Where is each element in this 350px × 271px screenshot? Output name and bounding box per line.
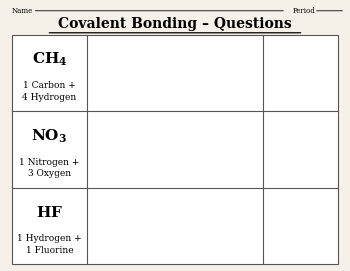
Text: Name: Name	[12, 7, 33, 15]
FancyBboxPatch shape	[12, 35, 338, 264]
Text: Covalent Bonding – Questions: Covalent Bonding – Questions	[58, 17, 292, 31]
Text: 1 Carbon +
4 Hydrogen: 1 Carbon + 4 Hydrogen	[22, 81, 76, 102]
Text: 1 Hydrogen +
1 Fluorine: 1 Hydrogen + 1 Fluorine	[17, 234, 82, 255]
Text: $\mathregular{NO_3}$: $\mathregular{NO_3}$	[31, 127, 68, 145]
Text: Period: Period	[293, 7, 316, 15]
Text: $\mathregular{HF}$: $\mathregular{HF}$	[36, 205, 63, 220]
Text: $\mathregular{CH_4}$: $\mathregular{CH_4}$	[32, 51, 67, 68]
Text: 1 Nitrogen +
3 Oxygen: 1 Nitrogen + 3 Oxygen	[19, 158, 79, 178]
